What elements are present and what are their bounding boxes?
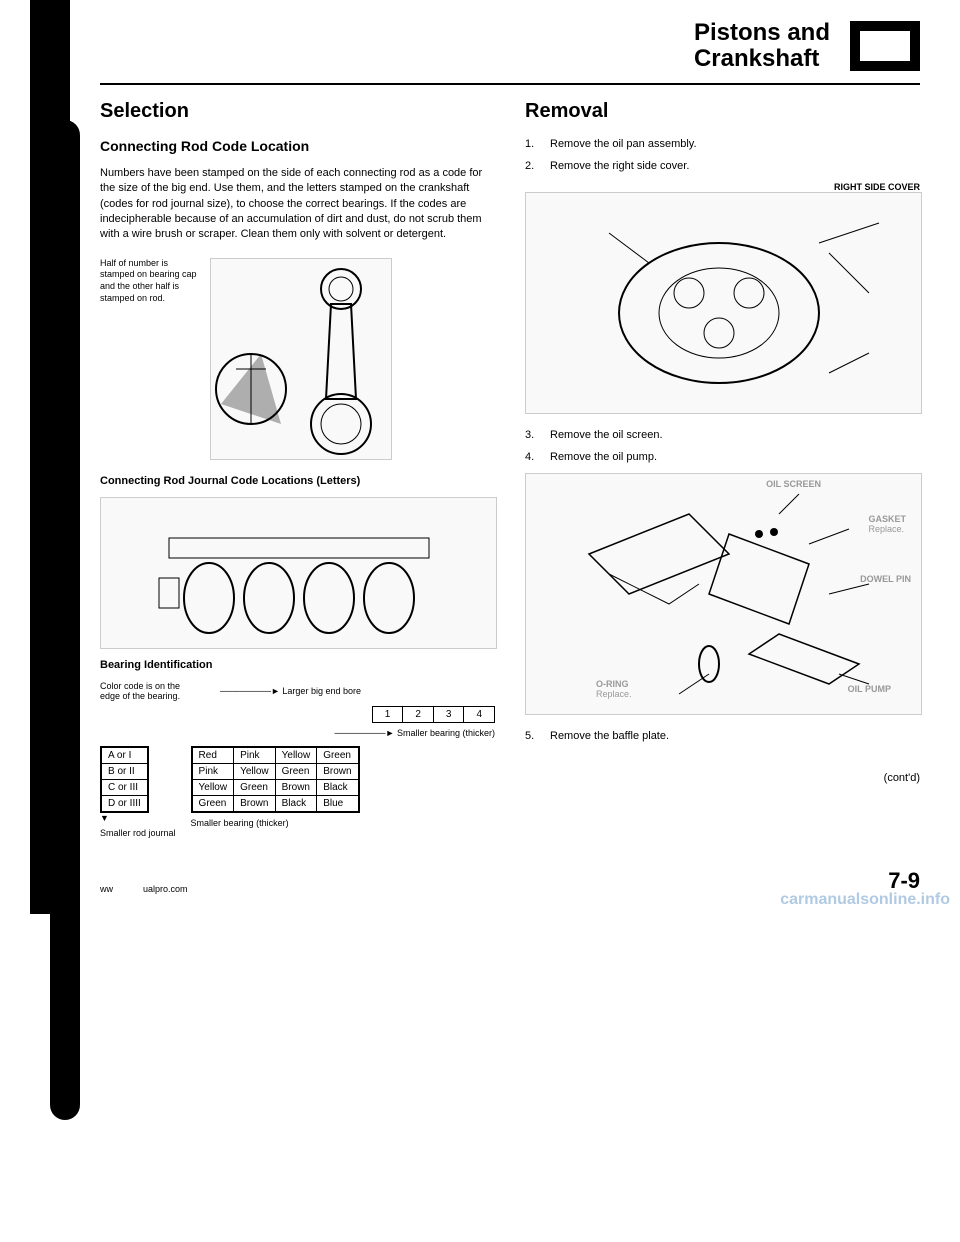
rod-cell: A or I: [101, 747, 148, 764]
oring-note: Replace.: [596, 689, 632, 699]
dowel-pin-callout: DOWEL PIN: [860, 574, 911, 584]
crankshaft-illustration: [100, 497, 497, 649]
rod-code-table: A or I B or II C or III D or IIII: [100, 746, 149, 813]
watermark: carmanualsonline.info: [780, 891, 950, 909]
right-column: Removal 1. Remove the oil pan assembly. …: [525, 100, 920, 838]
bore-cell: 1: [372, 706, 403, 722]
bore-cell: 4: [464, 706, 495, 722]
oil-pump-callout: OIL PUMP: [848, 684, 891, 694]
color-cell: Green: [317, 747, 359, 764]
header-title: Pistons and Crankshaft: [694, 20, 830, 73]
body-text: Numbers have been stamped on the side of…: [100, 166, 495, 243]
diagram-label: Half of number is stamped on bearing cap…: [100, 258, 200, 305]
color-cell: Red: [192, 747, 234, 764]
page-header: Pistons and Crankshaft: [100, 20, 920, 85]
color-cell: Yellow: [234, 763, 276, 779]
color-cell: Pink: [192, 763, 234, 779]
color-cell: Black: [275, 795, 317, 812]
bearing-title: Bearing Identification: [100, 659, 495, 671]
color-code-label: Color code is on the edge of the bearing…: [100, 681, 200, 701]
journal-caption: Connecting Rod Journal Code Locations (L…: [100, 475, 495, 487]
rod-cell: B or II: [101, 763, 148, 779]
color-cell: Yellow: [192, 779, 234, 795]
smaller-bearing-arrow: ────────► Smaller bearing (thicker): [100, 728, 495, 738]
oring-callout: O-RING: [596, 679, 632, 689]
binding-edge: [30, 0, 70, 914]
color-cell: Brown: [317, 763, 359, 779]
step-1: 1. Remove the oil pan assembly.: [525, 138, 920, 150]
gasket-note: Replace.: [868, 524, 906, 534]
rod-cell: D or IIII: [101, 795, 148, 812]
rod-illustration: [210, 258, 392, 460]
bore-number-table: 1 2 3 4: [372, 706, 495, 723]
step-4: 4. Remove the oil pump.: [525, 451, 920, 463]
title-line1: Pistons and: [694, 20, 830, 46]
color-cell: Blue: [317, 795, 359, 812]
bore-cell: 2: [403, 706, 434, 722]
bore-cell: 3: [433, 706, 464, 722]
color-cell: Green: [234, 779, 276, 795]
rod-cell: C or III: [101, 779, 148, 795]
subsection-title: Connecting Rod Code Location: [100, 138, 495, 154]
connecting-rod-diagram: Half of number is stamped on bearing cap…: [100, 258, 495, 460]
step-3: 3. Remove the oil screen.: [525, 429, 920, 441]
color-cell: Black: [317, 779, 359, 795]
left-column: Selection Connecting Rod Code Location N…: [100, 100, 495, 838]
step-5: 5. Remove the baffle plate.: [525, 730, 920, 742]
right-side-cover-callout: RIGHT SIDE COVER: [525, 182, 920, 192]
step-2: 2. Remove the right side cover.: [525, 160, 920, 172]
contd-label: (cont'd): [525, 772, 920, 784]
oil-pump-diagram: OIL SCREEN GASKET Replace. DOWEL PIN O-R…: [525, 473, 920, 715]
color-cell: Green: [275, 763, 317, 779]
oil-screen-callout: OIL SCREEN: [766, 479, 821, 489]
color-cell: Yellow: [275, 747, 317, 764]
bearing-color-table: Red Pink Yellow Green Pink Yellow Green …: [191, 746, 360, 813]
color-cell: Brown: [275, 779, 317, 795]
gasket-callout: GASKET: [868, 514, 906, 524]
title-line2: Crankshaft: [694, 46, 830, 72]
footer-url: ualpro.com: [143, 884, 188, 894]
section-title-selection: Selection: [100, 100, 495, 123]
larger-bore-arrow: ────────► Larger big end bore: [220, 686, 361, 696]
engine-icon: [850, 21, 920, 71]
color-cell: Brown: [234, 795, 276, 812]
side-cover-diagram: RIGHT SIDE COVER: [525, 182, 920, 414]
smaller-bearing-label: Smaller bearing (thicker): [191, 818, 360, 828]
color-cell: Pink: [234, 747, 276, 764]
section-title-removal: Removal: [525, 100, 920, 123]
smaller-rod-label: Smaller rod journal: [100, 828, 176, 838]
color-cell: Green: [192, 795, 234, 812]
bearing-section: Bearing Identification Color code is on …: [100, 659, 495, 838]
